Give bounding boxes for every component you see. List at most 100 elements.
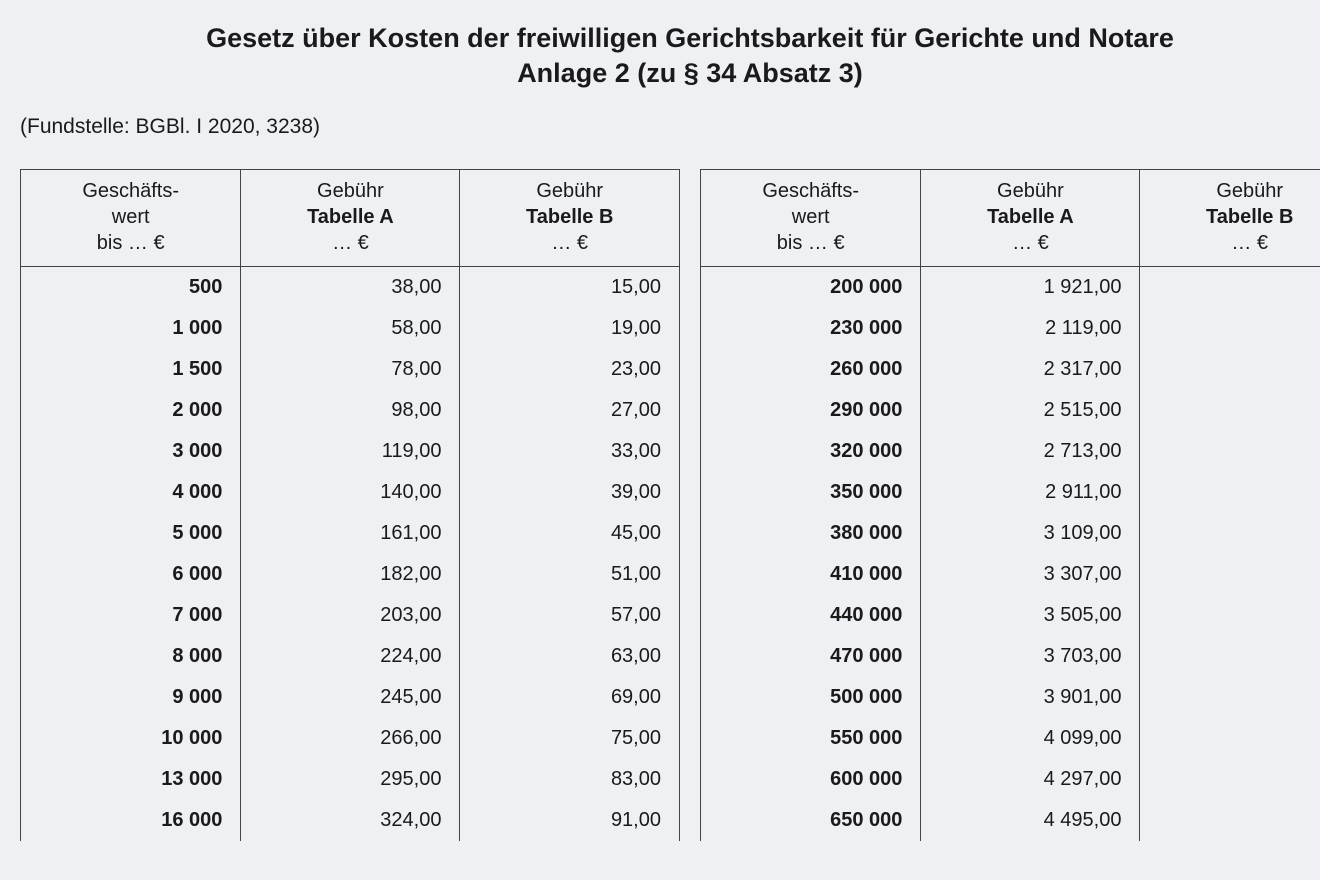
cell-tabelle-a: 182,00 bbox=[241, 554, 460, 595]
col-header-text: Gebühr bbox=[997, 180, 1064, 202]
cell-tabelle-b: 23,00 bbox=[460, 349, 679, 390]
col-header-tabelle-b: Gebühr Tabelle B … € bbox=[460, 170, 679, 267]
cell-tabelle-b bbox=[1140, 759, 1320, 800]
cell-tabelle-b: 83,00 bbox=[460, 759, 679, 800]
col-header-text: Tabelle A bbox=[307, 206, 394, 228]
cell-geschaeftswert: 500 bbox=[21, 267, 241, 309]
table-row: 6 000182,0051,00 bbox=[21, 554, 679, 595]
cell-tabelle-b: 39,00 bbox=[460, 472, 679, 513]
cell-tabelle-b: 75,00 bbox=[460, 718, 679, 759]
table-row: 8 000224,0063,00 bbox=[21, 636, 679, 677]
cell-geschaeftswert: 650 000 bbox=[701, 800, 921, 841]
cell-tabelle-b bbox=[1140, 800, 1320, 841]
table-row: 13 000295,0083,00 bbox=[21, 759, 679, 800]
cell-geschaeftswert: 5 000 bbox=[21, 513, 241, 554]
page: Gesetz über Kosten der freiwilligen Geri… bbox=[0, 0, 1320, 841]
cell-geschaeftswert: 470 000 bbox=[701, 636, 921, 677]
cell-geschaeftswert: 3 000 bbox=[21, 431, 241, 472]
col-header-text: Geschäfts- bbox=[762, 180, 859, 202]
table-row: 440 0003 505,00 bbox=[701, 595, 1320, 636]
table-row: 380 0003 109,00 bbox=[701, 513, 1320, 554]
cell-tabelle-a: 1 921,00 bbox=[921, 267, 1140, 309]
cell-geschaeftswert: 13 000 bbox=[21, 759, 241, 800]
table-row: 3 000119,0033,00 bbox=[21, 431, 679, 472]
col-header-text: bis … € bbox=[777, 232, 845, 254]
table-row: 410 0003 307,00 bbox=[701, 554, 1320, 595]
table-row: 500 0003 901,00 bbox=[701, 677, 1320, 718]
cell-tabelle-b bbox=[1140, 718, 1320, 759]
cell-tabelle-a: 4 297,00 bbox=[921, 759, 1140, 800]
cell-geschaeftswert: 7 000 bbox=[21, 595, 241, 636]
table-row: 650 0004 495,00 bbox=[701, 800, 1320, 841]
cell-tabelle-b: 91,00 bbox=[460, 800, 679, 841]
cell-tabelle-a: 119,00 bbox=[241, 431, 460, 472]
cell-tabelle-b: 33,00 bbox=[460, 431, 679, 472]
cell-tabelle-b bbox=[1140, 595, 1320, 636]
col-header-text: Gebühr bbox=[317, 180, 384, 202]
cell-tabelle-b bbox=[1140, 513, 1320, 554]
cell-geschaeftswert: 1 500 bbox=[21, 349, 241, 390]
cell-tabelle-a: 2 713,00 bbox=[921, 431, 1140, 472]
table-row: 50038,0015,00 bbox=[21, 267, 679, 309]
table-row: 10 000266,0075,00 bbox=[21, 718, 679, 759]
cell-geschaeftswert: 6 000 bbox=[21, 554, 241, 595]
table-row: 320 0002 713,00 bbox=[701, 431, 1320, 472]
col-header-text: … € bbox=[551, 232, 588, 254]
source-reference: (Fundstelle: BGBl. I 2020, 3238) bbox=[20, 115, 1320, 139]
cell-geschaeftswert: 4 000 bbox=[21, 472, 241, 513]
col-header-text: bis … € bbox=[97, 232, 165, 254]
cell-tabelle-a: 140,00 bbox=[241, 472, 460, 513]
table-row: 5 000161,0045,00 bbox=[21, 513, 679, 554]
cell-geschaeftswert: 1 000 bbox=[21, 308, 241, 349]
cell-tabelle-b: 19,00 bbox=[460, 308, 679, 349]
table-row: 4 000140,0039,00 bbox=[21, 472, 679, 513]
cell-tabelle-a: 3 307,00 bbox=[921, 554, 1140, 595]
cell-tabelle-a: 203,00 bbox=[241, 595, 460, 636]
cell-geschaeftswert: 260 000 bbox=[701, 349, 921, 390]
cell-geschaeftswert: 500 000 bbox=[701, 677, 921, 718]
cell-geschaeftswert: 8 000 bbox=[21, 636, 241, 677]
cell-tabelle-b bbox=[1140, 390, 1320, 431]
cell-tabelle-b: 15,00 bbox=[460, 267, 679, 309]
table-row: 550 0004 099,00 bbox=[701, 718, 1320, 759]
page-subtitle: Anlage 2 (zu § 34 Absatz 3) bbox=[20, 58, 1320, 89]
col-header-text: wert bbox=[792, 206, 830, 228]
col-header-text: … € bbox=[1012, 232, 1049, 254]
col-header-text: Gebühr bbox=[536, 180, 603, 202]
cell-tabelle-b: 27,00 bbox=[460, 390, 679, 431]
col-header-text: Tabelle B bbox=[1206, 206, 1293, 228]
cell-geschaeftswert: 9 000 bbox=[21, 677, 241, 718]
cell-geschaeftswert: 440 000 bbox=[701, 595, 921, 636]
cell-tabelle-b: 69,00 bbox=[460, 677, 679, 718]
col-header-geschaeftswert: Geschäfts- wert bis … € bbox=[21, 170, 241, 267]
cell-tabelle-b bbox=[1140, 677, 1320, 718]
table-row: 9 000245,0069,00 bbox=[21, 677, 679, 718]
table-row: 2 00098,0027,00 bbox=[21, 390, 679, 431]
cell-tabelle-b bbox=[1140, 554, 1320, 595]
cell-geschaeftswert: 10 000 bbox=[21, 718, 241, 759]
cell-tabelle-a: 3 901,00 bbox=[921, 677, 1140, 718]
cell-geschaeftswert: 550 000 bbox=[701, 718, 921, 759]
col-header-text: wert bbox=[112, 206, 150, 228]
cell-tabelle-a: 224,00 bbox=[241, 636, 460, 677]
table-row: 16 000324,0091,00 bbox=[21, 800, 679, 841]
col-header-text: Gebühr bbox=[1216, 180, 1283, 202]
fee-table-right: Geschäfts- wert bis … € Gebühr Tabelle A… bbox=[700, 169, 1320, 841]
cell-tabelle-a: 98,00 bbox=[241, 390, 460, 431]
cell-tabelle-a: 324,00 bbox=[241, 800, 460, 841]
cell-tabelle-a: 4 495,00 bbox=[921, 800, 1140, 841]
table-row: 1 00058,0019,00 bbox=[21, 308, 679, 349]
cell-tabelle-b bbox=[1140, 636, 1320, 677]
cell-tabelle-b bbox=[1140, 267, 1320, 309]
cell-geschaeftswert: 2 000 bbox=[21, 390, 241, 431]
col-header-tabelle-a: Gebühr Tabelle A … € bbox=[241, 170, 460, 267]
cell-tabelle-a: 2 317,00 bbox=[921, 349, 1140, 390]
table-row: 260 0002 317,00 bbox=[701, 349, 1320, 390]
cell-geschaeftswert: 600 000 bbox=[701, 759, 921, 800]
cell-geschaeftswert: 16 000 bbox=[21, 800, 241, 841]
cell-tabelle-a: 78,00 bbox=[241, 349, 460, 390]
cell-tabelle-a: 58,00 bbox=[241, 308, 460, 349]
cell-tabelle-a: 266,00 bbox=[241, 718, 460, 759]
table-row: 200 0001 921,00 bbox=[701, 267, 1320, 309]
cell-tabelle-b bbox=[1140, 349, 1320, 390]
